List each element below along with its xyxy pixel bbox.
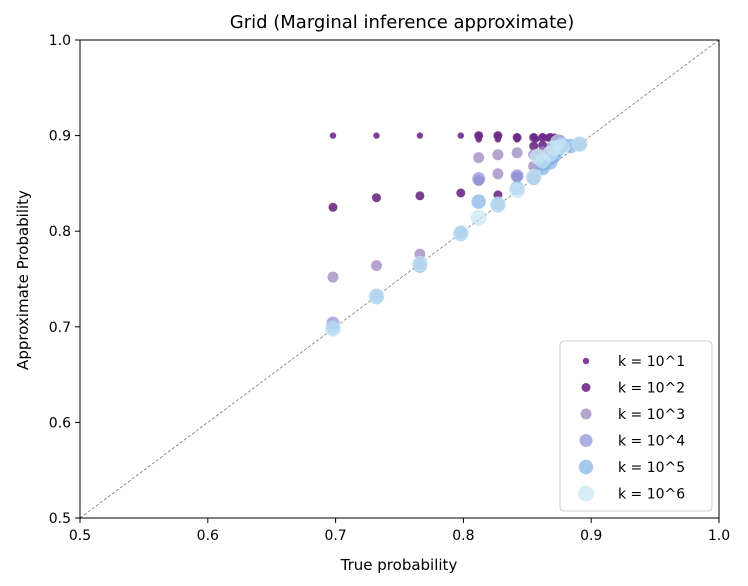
- data-point: [416, 132, 424, 139]
- data-point: [327, 271, 339, 283]
- legend-marker: [578, 459, 594, 475]
- legend-label: k = 10^5: [618, 460, 685, 476]
- data-point: [538, 133, 548, 142]
- data-point: [492, 168, 504, 180]
- x-tick-label: 1.0: [708, 528, 730, 544]
- data-point: [529, 141, 539, 151]
- data-point: [373, 132, 380, 139]
- data-point: [325, 320, 341, 337]
- x-axis-label: True probability: [340, 556, 458, 574]
- x-tick-label: 0.8: [452, 528, 474, 544]
- data-point: [368, 288, 385, 305]
- legend-marker: [580, 408, 592, 420]
- legend-label: k = 10^1: [618, 354, 685, 370]
- series-3: [327, 140, 564, 283]
- data-point: [511, 147, 523, 159]
- legend: k = 10^1 k = 10^2 k = 10^3 k = 10^4 k = 10^5…: [559, 340, 713, 512]
- data-point: [470, 209, 487, 226]
- data-point: [372, 193, 381, 203]
- legend-label: k = 10^3: [618, 407, 685, 423]
- chart-title: Grid (Marginal inference approximate): [230, 12, 574, 33]
- data-point: [328, 202, 338, 212]
- data-point: [512, 133, 522, 142]
- legend-box: [559, 340, 713, 512]
- legend-marker: [581, 383, 591, 392]
- series-1: [329, 132, 562, 143]
- data-point: [529, 148, 546, 165]
- x-tick-label: 0.6: [197, 528, 219, 544]
- y-tick-label: 0.9: [49, 129, 71, 145]
- data-point: [415, 191, 425, 201]
- legend-marker: [579, 434, 593, 447]
- data-point: [474, 131, 484, 141]
- data-point: [456, 188, 466, 198]
- y-tick-label: 0.7: [49, 320, 71, 336]
- y-tick-label: 1.0: [49, 33, 71, 49]
- data-point: [471, 194, 486, 209]
- plot-area: [79, 39, 720, 519]
- data-point: [473, 152, 485, 164]
- y-tick-label: 0.5: [49, 511, 71, 527]
- axes-frame: [79, 39, 720, 519]
- data-point: [457, 132, 464, 139]
- legend-label: k = 10^6: [618, 487, 685, 503]
- data-point: [329, 132, 337, 139]
- legend-label: k = 10^2: [618, 381, 685, 397]
- data-point: [553, 139, 570, 156]
- y-axis-label: Approximate Probability: [14, 190, 32, 370]
- data-point: [510, 169, 524, 183]
- data-point: [571, 136, 588, 153]
- data-point: [493, 131, 503, 141]
- data-point: [492, 149, 504, 161]
- data-point: [509, 182, 526, 199]
- data-point: [472, 172, 486, 186]
- data-point: [411, 255, 428, 272]
- legend-marker: [578, 485, 594, 502]
- y-tick-label: 0.8: [49, 224, 71, 240]
- data-point: [452, 225, 469, 242]
- data-point: [371, 260, 382, 272]
- reference-diagonal-line: [79, 39, 720, 519]
- legend-label: k = 10^4: [618, 434, 685, 450]
- legend-marker: [582, 357, 590, 365]
- x-tick-label: 0.5: [69, 528, 91, 544]
- x-tick-label: 0.9: [580, 528, 602, 544]
- data-point: [529, 133, 539, 142]
- axes: 0.5 0.6 0.7 0.8 0.9 1.0 0.5 0.6 0.7 0.8 0.9 1.0: [49, 33, 730, 544]
- data-point: [489, 196, 506, 213]
- data-point: [525, 168, 542, 185]
- x-tick-label: 0.7: [324, 528, 346, 544]
- series-6: [325, 134, 588, 337]
- y-tick-label: 0.6: [49, 415, 71, 431]
